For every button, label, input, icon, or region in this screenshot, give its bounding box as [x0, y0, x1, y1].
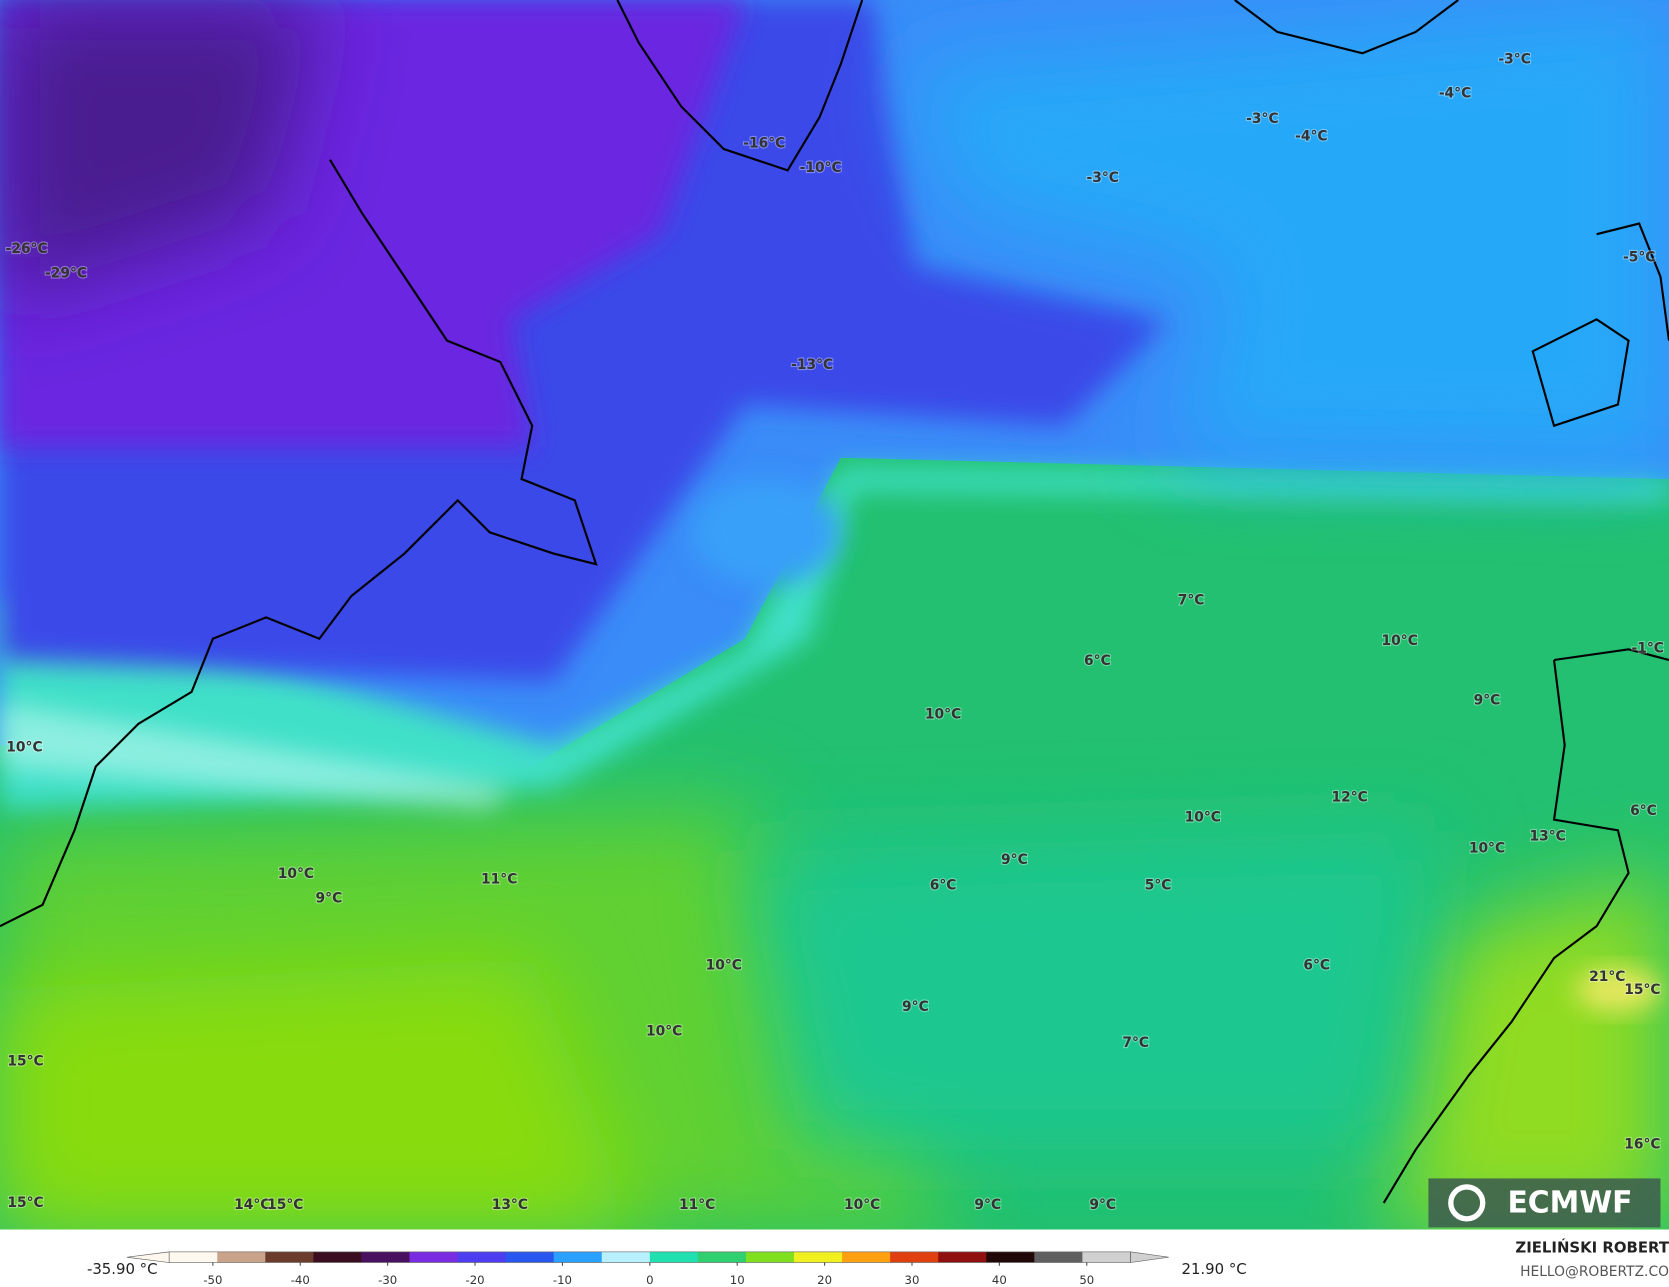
- colorbar-max: 21.90 °C: [1181, 1260, 1246, 1278]
- temperature-label: 10°C: [6, 739, 42, 755]
- colorbar-tick-label: 40: [992, 1273, 1007, 1287]
- colorbar-segment: [1082, 1251, 1131, 1263]
- temperature-label: -5°C: [1623, 250, 1655, 266]
- temperature-label: 9°C: [1001, 852, 1028, 868]
- temperature-label: 14°C: [234, 1197, 270, 1213]
- colorbar-segment: [890, 1251, 939, 1263]
- temperature-label: -29°C: [45, 266, 87, 282]
- colorbar-segment: [601, 1251, 651, 1263]
- colorbar-segment: [1034, 1251, 1083, 1263]
- temperature-label: 7°C: [1122, 1035, 1149, 1051]
- colorbar-segment: [217, 1251, 266, 1263]
- colorbar-segment: [265, 1251, 314, 1263]
- temperature-label: 10°C: [844, 1197, 880, 1213]
- temperature-label: 13°C: [492, 1197, 528, 1213]
- colorbar-tick-label: 30: [905, 1273, 920, 1287]
- colorbar-segment: [169, 1251, 218, 1263]
- temperature-label: -3°C: [1087, 170, 1119, 186]
- temperature-label: 9°C: [316, 890, 343, 906]
- temperature-label: 6°C: [930, 878, 957, 894]
- temperature-label: -4°C: [1439, 86, 1471, 102]
- colorbar-tick-label: -30: [378, 1273, 397, 1287]
- colorbar-segment: [649, 1251, 699, 1263]
- colorbar-segment: [842, 1251, 891, 1263]
- colorbar-segment: [505, 1251, 555, 1263]
- temperature-label: 15°C: [7, 1053, 43, 1069]
- temperature-label: -26°C: [6, 241, 48, 257]
- temperature-label: 10°C: [1382, 633, 1418, 649]
- colorbar-segment: [313, 1251, 362, 1263]
- temperature-label: 10°C: [925, 706, 961, 722]
- temperature-label: -1°C: [1631, 640, 1663, 656]
- colorbar-segment: [457, 1251, 507, 1263]
- temperature-label: 6°C: [1084, 653, 1111, 669]
- temperature-label: 16°C: [1624, 1136, 1660, 1152]
- temperature-label: -4°C: [1295, 128, 1327, 144]
- colorbar-min: -35.90 °C: [87, 1260, 158, 1278]
- temperature-label: 11°C: [679, 1197, 715, 1213]
- temperature-label: 9°C: [1474, 692, 1501, 708]
- colorbar-tick-label: 0: [646, 1273, 653, 1287]
- colorbar-segment: [794, 1251, 843, 1263]
- temperature-label: -13°C: [791, 357, 833, 373]
- temperature-label: -3°C: [1498, 52, 1530, 68]
- colorbar-tick-label: -50: [203, 1273, 222, 1287]
- temperature-label: 10°C: [1185, 810, 1221, 826]
- colorbar-segment: [361, 1251, 411, 1263]
- temperature-label: 7°C: [1178, 592, 1205, 608]
- temperature-label: 10°C: [706, 958, 742, 974]
- temperature-label: 13°C: [1530, 829, 1566, 845]
- colorbar-segment: [697, 1251, 747, 1263]
- coastlines: [0, 0, 1669, 1204]
- colorbar-tick-label: 50: [1079, 1273, 1094, 1287]
- temperature-label: 15°C: [1624, 982, 1660, 998]
- temperature-label: -10°C: [800, 160, 842, 176]
- colorbar-segment: [553, 1251, 603, 1263]
- temperature-label: 15°C: [267, 1197, 303, 1213]
- temperature-label: 11°C: [481, 871, 517, 887]
- colorbar-tick-label: 10: [730, 1273, 745, 1287]
- colorbar-segment: [745, 1251, 795, 1263]
- temperature-label: 6°C: [1630, 803, 1657, 819]
- colorbar-tick-label: -20: [466, 1273, 485, 1287]
- temperature-label: 10°C: [278, 866, 314, 882]
- author: ZIELIŃSKI ROBERT: [1515, 1239, 1669, 1257]
- colorbar-tick-label: 20: [817, 1273, 832, 1287]
- temperature-label: 9°C: [974, 1197, 1001, 1213]
- ecmwf-logo: ECMWF: [1428, 1178, 1661, 1228]
- temperature-label: 21°C: [1589, 969, 1625, 985]
- temperature-label: -16°C: [743, 136, 785, 152]
- colorbar-tick-label: -10: [553, 1273, 572, 1287]
- temperature-label: 10°C: [646, 1024, 682, 1040]
- temperature-label: 9°C: [1089, 1197, 1116, 1213]
- temperature-field: [0, 0, 1669, 1230]
- email: HELLO@ROBERTZ.CO: [1520, 1264, 1669, 1280]
- logo-text: ECMWF: [1507, 1185, 1632, 1220]
- colorbar-segment: [938, 1251, 987, 1263]
- temperature-label: 5°C: [1145, 878, 1172, 894]
- colorbar-tick-label: -40: [291, 1273, 310, 1287]
- colorbar-segment: [986, 1251, 1035, 1263]
- colorbar-segment: [409, 1251, 459, 1263]
- colorbar-high-end: [1130, 1251, 1169, 1263]
- temperature-label: 6°C: [1303, 958, 1330, 974]
- temperature-label: 12°C: [1332, 789, 1368, 805]
- temperature-label: 9°C: [902, 999, 929, 1015]
- temperature-label: 10°C: [1469, 840, 1505, 856]
- temperature-label: 15°C: [7, 1195, 43, 1211]
- temperature-label: -3°C: [1246, 111, 1278, 127]
